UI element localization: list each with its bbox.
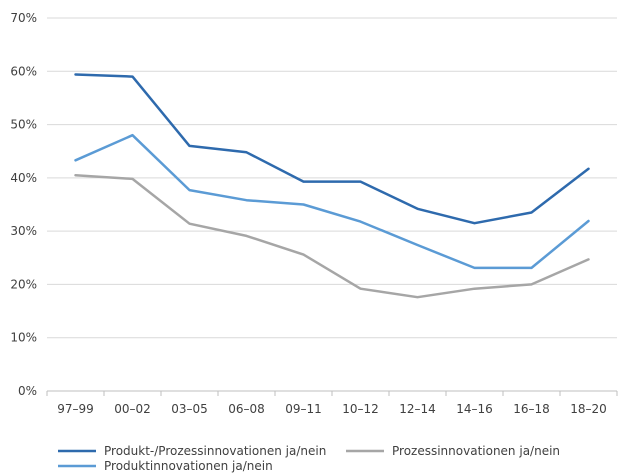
- gridlines: [47, 17, 617, 339]
- legend-label-series-2: Produktinnovationen ja/nein: [104, 459, 273, 473]
- series-lines: [74, 73, 590, 299]
- legend-item-series-1: Produkt-/Prozessinnovationen ja/nein: [58, 444, 326, 458]
- y-tick-label: 40%: [10, 171, 37, 185]
- y-tick-label: 30%: [10, 224, 37, 238]
- series-line-1: [74, 73, 590, 225]
- x-tick-label: 97–99: [57, 402, 94, 416]
- series-line-2: [74, 133, 590, 270]
- x-tick-label: 16–18: [513, 402, 550, 416]
- x-tick-label: 09–11: [285, 402, 322, 416]
- legend-label-series-3: Prozessinnovationen ja/nein: [392, 444, 560, 458]
- legend-item-series-3: Prozessinnovationen ja/nein: [346, 444, 560, 458]
- legend-item-series-2: Produktinnovationen ja/nein: [58, 459, 273, 473]
- x-tick-label: 03–05: [171, 402, 208, 416]
- y-tick-label: 0%: [18, 384, 37, 398]
- y-axis-tick-labels: 0% 10% 20% 30% 40% 50% 60% 70%: [10, 11, 37, 398]
- x-tick-label: 06–08: [228, 402, 265, 416]
- y-tick-label: 20%: [10, 277, 37, 291]
- legend: Produkt-/Prozessinnovationen ja/nein Pro…: [58, 444, 560, 473]
- x-tick-label: 10–12: [342, 402, 379, 416]
- x-tick-label: 18–20: [570, 402, 607, 416]
- y-tick-label: 50%: [10, 118, 37, 132]
- x-tick-label: 00–02: [114, 402, 151, 416]
- x-tick-label: 14–16: [456, 402, 493, 416]
- y-tick-label: 60%: [10, 64, 37, 78]
- y-tick-label: 70%: [10, 11, 37, 25]
- x-axis-tick-labels: 97–99 00–02 03–05 06–08 09–11 10–12 12–14 14–16…: [46, 391, 618, 416]
- legend-label-series-1: Produkt-/Prozessinnovationen ja/nein: [104, 444, 326, 458]
- series-line-3: [74, 173, 590, 299]
- x-tick-label: 12–14: [399, 402, 436, 416]
- y-tick-label: 10%: [10, 331, 37, 345]
